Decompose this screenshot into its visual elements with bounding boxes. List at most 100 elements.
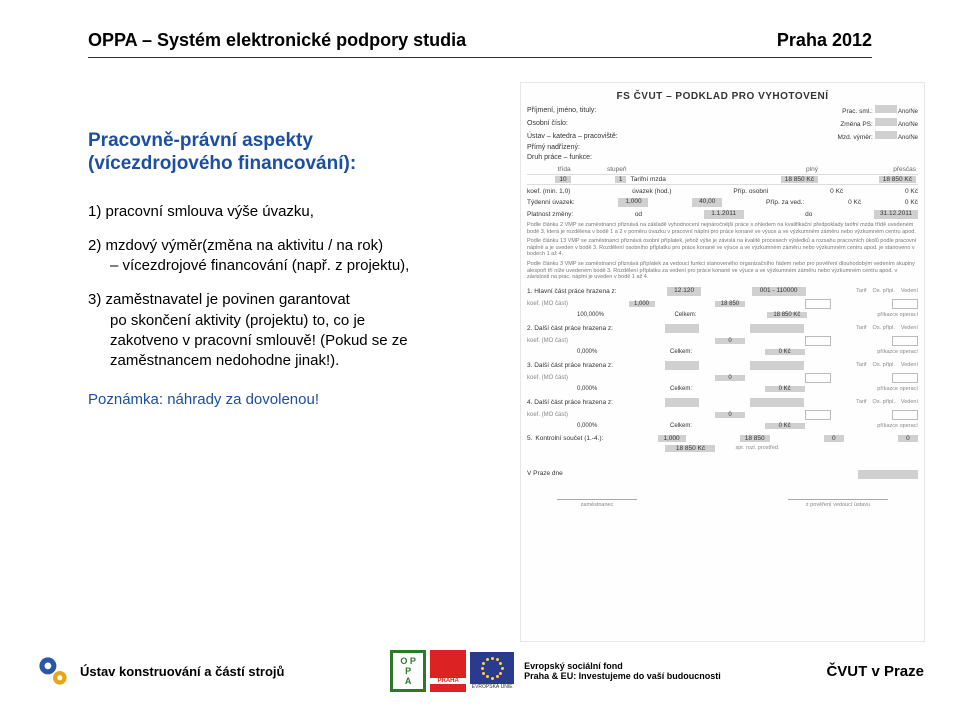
section-pct: 0,000%	[577, 423, 597, 429]
section-value-row: koef. (MO část)0	[527, 410, 918, 420]
gray-value-box: 18 850 Kč	[879, 176, 916, 183]
bullet-3-line-b: po skončení aktivity (projektu) to, co j…	[88, 311, 468, 331]
bullet-2-line-a: 2) mzdový výměr(změna na aktivitu / na r…	[88, 236, 468, 256]
section-val2-box: 001 - 110000	[752, 287, 806, 296]
section-value-row: koef. (MO část)1,00018 850	[527, 299, 918, 309]
eu-star-icon	[486, 658, 489, 661]
section-ved-box	[892, 336, 918, 346]
form-top-row: Příjmení, jméno, tituly: Prac. sml.: Ano/…	[527, 105, 918, 115]
opp-mid: P	[405, 666, 411, 676]
form-top-row: Přímý nadřízený:	[527, 144, 918, 151]
eu-star-icon	[486, 675, 489, 678]
form-top-row: Osobní číslo: Změna PS: Ano/Ne	[527, 118, 918, 128]
sig-labels: zaměstnanec z pověření vedoucí ústavu	[527, 499, 918, 508]
eu-flag-icon	[470, 652, 514, 684]
bullet-2-line-b: – vícezdrojové financování (např. z proj…	[88, 256, 468, 276]
section-os-box	[805, 410, 831, 420]
section-col-header: Os. přípl.	[873, 399, 895, 405]
tyden-row: Týdenní úvazek: 1,000 40,00 Příp. za ved…	[527, 198, 918, 207]
section-col-header: Tarif	[856, 399, 866, 405]
eu-logo-block: EVROPSKÁ UNIE	[470, 652, 514, 690]
date-sign-box	[858, 470, 918, 479]
section-col-header: Os. přípl.	[873, 288, 895, 294]
tyden-label: Týdenní úvazek:	[527, 199, 575, 206]
prip-osobni: Příp. osobní	[733, 188, 768, 195]
form-section: 1. Hlavní část práce hrazena z:12.120001…	[527, 287, 918, 318]
form-top-right-group: Mzd. výměr: Ano/Ne	[837, 131, 918, 141]
form-section: 2. Další část práce hrazena z: TarifOs. p…	[527, 324, 918, 355]
esf-text: Evropský sociální fond Praha & EU: Inves…	[524, 661, 721, 682]
eu-star-icon	[499, 672, 502, 675]
section-title: Pracovně-právní aspekty (vícezdrojového …	[88, 130, 468, 176]
form-top-right-group: Prac. sml.: Ano/Ne	[842, 105, 918, 115]
eu-label: EVROPSKÁ UNIE	[472, 684, 513, 690]
section-val1-box: 12.120	[667, 287, 701, 296]
sig-left: zaměstnanec	[557, 499, 637, 508]
section-koef-box: 1,000	[629, 301, 655, 307]
form-top-left-label: Příjmení, jméno, tituly:	[527, 107, 596, 114]
section-col-header: Vedení	[901, 399, 918, 405]
form-top-left-label: Osobní číslo:	[527, 120, 568, 127]
slide-page: OPPA – Systém elektronické podpory studi…	[0, 0, 960, 716]
section-col-headers: TarifOs. přípl.Vedení	[856, 288, 918, 294]
form-top-right-label: Změna PS:	[840, 121, 874, 128]
form-top-row: Druh práce – funkce:	[527, 154, 918, 161]
praha-bars	[445, 650, 451, 678]
page-header: OPPA – Systém elektronické podpory studi…	[88, 30, 872, 58]
section-value-row: koef. (MO část)0	[527, 336, 918, 346]
zero-kc-4: 0 Kč	[905, 199, 918, 206]
celkem-label: Celkem:	[670, 349, 692, 355]
form-title: FS ČVUT – PODKLAD PRO VYHOTOVENÍ	[527, 91, 918, 102]
section-os-box	[805, 373, 831, 383]
section-os-box	[805, 299, 831, 309]
kontrolni-label: Kontrolní součet (1.-4.):	[535, 435, 603, 442]
koef-row: koef. (min. 1,0) úvazek (hod.) Příp. oso…	[527, 188, 918, 195]
ano-ne-label: Ano/Ne	[897, 109, 918, 115]
opp-bot: A	[405, 676, 412, 686]
eu-star-icon	[491, 677, 494, 680]
celkem-label: Celkem:	[674, 312, 696, 318]
section-col-header: Os. přípl.	[873, 325, 895, 331]
koef-label: koef. (min. 1,0)	[527, 188, 570, 195]
date-from: 1.1.2011	[704, 210, 744, 219]
form-para-1: Podle článku 2 VMP se zaměstnanci přizná…	[527, 222, 918, 235]
gray-value-box: 1	[615, 176, 627, 183]
bullet-1: 1) pracovní smlouva výše úvazku,	[88, 202, 468, 222]
form-inner: FS ČVUT – PODKLAD PRO VYHOTOVENÍ Příjmen…	[527, 89, 918, 635]
kontrol-note: spr. rozl. prostřed.	[735, 445, 779, 451]
eu-star-icon	[501, 667, 504, 670]
praha-label: PRAHA	[430, 678, 466, 684]
kontrol-sum: 18 850 Kč	[665, 445, 715, 452]
content-column: Pracovně-právní aspekty (vícezdrojového …	[88, 130, 468, 408]
section-col-headers: TarifOs. přípl.Vedení	[856, 325, 918, 331]
esf-line-2: Praha & EU: Investujeme do vaší budoucno…	[524, 671, 721, 681]
celkem-value-box: 18 850 Kč	[767, 312, 807, 318]
section-ved-box	[892, 410, 918, 420]
sig-right: z pověření vedoucí ústavu	[788, 499, 888, 508]
v-praze: V Praze dne	[527, 470, 563, 479]
section-label: 2. Další část práce hrazena z:	[527, 325, 613, 332]
section-note: příkazce operací	[877, 423, 918, 429]
ano-ne-label: Ano/Ne	[897, 122, 918, 128]
kv-0: 1,000	[658, 435, 686, 442]
kv-1: 18 850	[740, 435, 770, 442]
gear-icon	[36, 654, 70, 688]
form-para-3: Podle článku 3 VMP se zaměstnanci přizná…	[527, 261, 918, 281]
gray-field-box	[875, 105, 897, 113]
tyden-1: 1,000	[618, 198, 648, 207]
opp-logo: O P P A	[390, 650, 426, 692]
section-val2-box	[750, 324, 804, 333]
koef-inline-label: koef. (MO část)	[527, 375, 568, 381]
section-col-header: Vedení	[901, 288, 918, 294]
tarif-col-header: přesčas	[820, 165, 918, 175]
section-col-headers: TarifOs. přípl.Vedení	[856, 362, 918, 368]
tarif-cell: 18 850 Kč	[722, 175, 820, 185]
form-para-2: Podle článku 13 VMP se zaměstnanci přizn…	[527, 238, 918, 258]
section-col-headers: Tarif Os. přípl. Vedení	[856, 399, 918, 405]
tarif-col-header	[628, 165, 722, 175]
section-val1-box	[665, 324, 699, 333]
gray-value-box: 10	[555, 176, 570, 183]
note-text: Poznámka: náhrady za dovolenou!	[88, 391, 468, 408]
section-col-header: Tarif	[856, 362, 866, 368]
bullet-list: 1) pracovní smlouva výše úvazku, 2) mzdo…	[88, 202, 468, 372]
